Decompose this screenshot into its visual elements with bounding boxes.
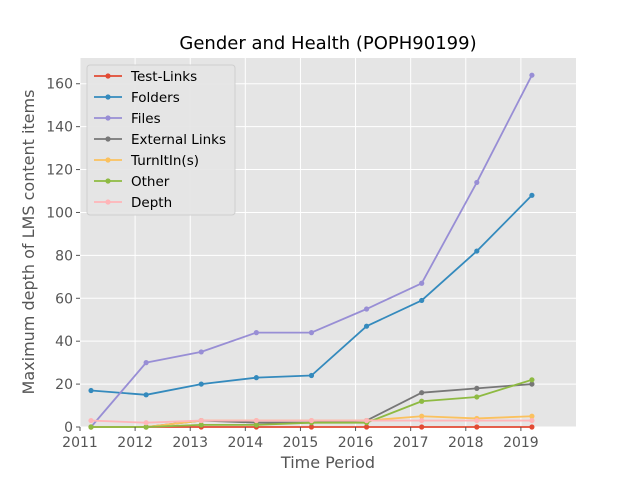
legend-item-external-links: External Links xyxy=(94,132,226,148)
y-tick-label: 20 xyxy=(55,377,73,393)
data-point-depth xyxy=(198,417,204,424)
data-point-turnitin-s xyxy=(529,413,535,419)
data-point-files xyxy=(198,349,204,355)
data-point-folders xyxy=(529,192,535,198)
series-depth xyxy=(88,417,535,426)
y-tick-label: 100 xyxy=(46,205,73,221)
x-tick-label: 2012 xyxy=(117,435,153,451)
data-point-external-links xyxy=(474,385,480,391)
legend-item-folders: Folders xyxy=(94,90,180,106)
data-point-files xyxy=(143,360,149,366)
data-point-test-links xyxy=(419,424,425,430)
data-point-files xyxy=(474,179,480,186)
data-point-turnitin-s xyxy=(419,413,425,419)
data-point-other xyxy=(529,377,535,383)
data-point-folders xyxy=(143,392,149,398)
legend-swatch-marker xyxy=(105,199,111,205)
data-point-files xyxy=(308,330,315,336)
data-point-other xyxy=(88,424,94,430)
legend-swatch-marker xyxy=(105,178,111,184)
x-tick-label: 2013 xyxy=(172,435,208,451)
data-point-files xyxy=(363,306,370,312)
data-point-depth xyxy=(419,417,425,424)
x-tick-label: 2015 xyxy=(283,435,319,451)
x-axis-label: Time Period xyxy=(280,453,375,472)
legend-swatch-marker xyxy=(105,73,111,79)
legend-swatch-marker xyxy=(105,157,111,163)
y-tick-label: 80 xyxy=(55,248,73,264)
data-point-depth xyxy=(308,417,315,424)
legend-item-files: Files xyxy=(94,111,161,127)
x-tick-label: 2017 xyxy=(393,435,429,451)
series-files xyxy=(88,72,535,430)
y-tick-label: 160 xyxy=(46,77,73,93)
data-point-depth xyxy=(143,420,149,426)
x-tick-label: 2019 xyxy=(503,435,539,451)
x-tick-label: 2011 xyxy=(62,435,98,451)
x-tick-label: 2018 xyxy=(448,435,484,451)
y-axis-label: Maximum depth of LMS content items xyxy=(19,90,38,395)
data-point-files xyxy=(419,280,425,286)
x-tick-label: 2014 xyxy=(228,435,264,451)
legend-label: Other xyxy=(131,174,170,190)
data-point-folders xyxy=(363,323,370,329)
data-point-folders xyxy=(88,387,94,394)
data-point-depth xyxy=(474,417,480,424)
chart-title: Gender and Health (POPH90199) xyxy=(179,33,476,54)
data-point-other xyxy=(474,394,480,400)
data-point-folders xyxy=(419,297,425,304)
data-point-other xyxy=(253,422,259,428)
legend-item-test-links: Test-Links xyxy=(94,69,197,85)
legend-label: External Links xyxy=(131,132,226,148)
data-point-folders xyxy=(253,375,259,381)
legend-label: Depth xyxy=(131,195,172,211)
y-tick-label: 120 xyxy=(46,163,73,179)
legend-item-turnitin-s: TurnItIn(s) xyxy=(94,153,199,169)
data-point-test-links xyxy=(474,424,480,430)
data-point-depth xyxy=(363,417,370,424)
legend-swatch-marker xyxy=(105,136,111,142)
data-point-depth xyxy=(529,417,535,424)
data-point-other xyxy=(419,398,425,404)
x-tick-label: 2016 xyxy=(338,435,374,451)
data-point-folders xyxy=(308,372,315,379)
y-tick-label: 140 xyxy=(46,120,73,136)
data-point-test-links xyxy=(308,424,315,430)
legend-label: Folders xyxy=(131,90,180,106)
data-point-test-links xyxy=(529,424,535,430)
y-tick-label: 60 xyxy=(55,291,73,307)
data-point-folders xyxy=(198,381,204,387)
data-point-files xyxy=(529,72,535,78)
legend-label: Files xyxy=(131,111,161,127)
series-lines xyxy=(88,72,535,430)
legend-swatch-marker xyxy=(105,94,111,100)
y-tick-label: 40 xyxy=(55,334,73,350)
data-point-files xyxy=(253,330,259,336)
y-tick-label: 0 xyxy=(64,420,73,436)
legend-swatch-marker xyxy=(105,115,111,121)
data-point-test-links xyxy=(363,424,370,430)
legend-label: TurnItIn(s) xyxy=(130,153,199,169)
series-folders xyxy=(88,192,535,398)
legend-box xyxy=(86,64,236,216)
data-point-external-links xyxy=(529,381,535,387)
x-axis-ticks: 2011 2012 2013 2014 2015 2016 2017 2018 2019 xyxy=(62,427,539,451)
legend-item-other: Other xyxy=(94,174,170,190)
data-point-folders xyxy=(474,248,480,254)
data-point-depth xyxy=(253,417,259,424)
data-point-depth xyxy=(88,417,94,424)
data-point-other xyxy=(198,422,204,428)
legend: Test-Links Folders Files External Links Turn… xyxy=(86,64,236,216)
legend-item-depth: Depth xyxy=(94,195,172,211)
data-point-other xyxy=(143,424,149,430)
data-point-external-links xyxy=(419,390,425,396)
legend-label: Test-Links xyxy=(130,69,197,85)
y-axis-ticks: 0 20 40 60 80 100 120 140 160 xyxy=(46,77,80,436)
